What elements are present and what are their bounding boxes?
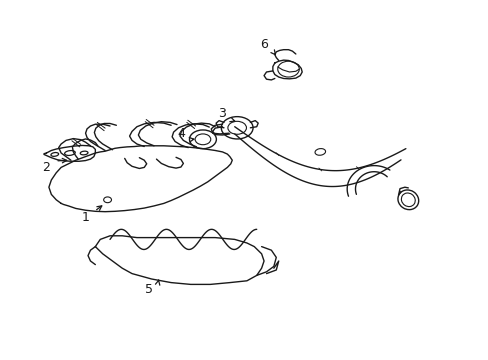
- Text: 4: 4: [177, 127, 184, 140]
- Ellipse shape: [80, 151, 88, 155]
- Ellipse shape: [64, 150, 75, 156]
- Text: 6: 6: [260, 39, 267, 51]
- Text: 1: 1: [81, 211, 89, 224]
- Text: 3: 3: [218, 107, 226, 120]
- Ellipse shape: [397, 190, 418, 210]
- Ellipse shape: [189, 130, 216, 149]
- Ellipse shape: [227, 121, 246, 134]
- Circle shape: [277, 61, 299, 77]
- Ellipse shape: [51, 153, 59, 156]
- Ellipse shape: [314, 149, 325, 155]
- Ellipse shape: [401, 193, 414, 207]
- Text: 2: 2: [42, 161, 50, 174]
- Ellipse shape: [221, 117, 253, 139]
- Ellipse shape: [195, 134, 210, 145]
- Text: 5: 5: [145, 283, 153, 296]
